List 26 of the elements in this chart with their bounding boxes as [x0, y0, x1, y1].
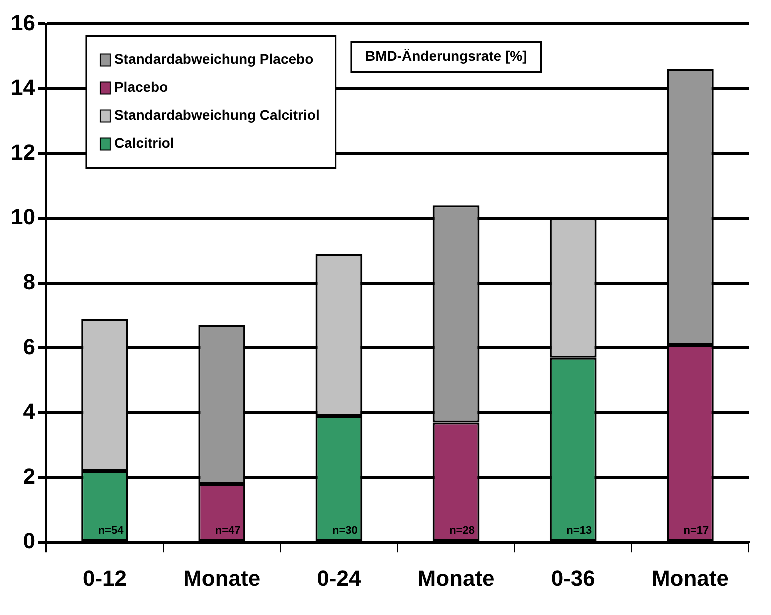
annotation: n=17 [684, 525, 710, 538]
x-tick-label: Monate [418, 566, 495, 591]
y-tick-label: 16 [10, 10, 36, 36]
annotation: n=28 [450, 525, 475, 538]
x-tick-label: 0-24 [317, 566, 362, 591]
y-tick-label: 2 [23, 464, 36, 489]
annotation: n=13 [566, 525, 592, 538]
annotation: n=30 [332, 525, 358, 538]
annotation: n=54 [98, 525, 125, 538]
x-tick-label: 0-36 [551, 566, 596, 591]
x-tick-label: 0-12 [82, 566, 128, 591]
y-tick-label: 8 [23, 269, 36, 294]
annotation: BMD-Änderungsrate [%] [365, 48, 528, 64]
y-tick-label: 4 [23, 399, 36, 424]
legend-label: Standardabweichung Placebo [114, 51, 314, 68]
y-tick-label: 14 [10, 75, 36, 100]
y-tick-label: 12 [10, 140, 36, 165]
annotation: n=47 [215, 525, 241, 538]
legend-label: Standardabweichung Calcitriol [114, 107, 320, 124]
y-tick-label: 10 [10, 204, 36, 230]
legend-label: Placebo [114, 79, 168, 96]
x-tick-label: Monate [184, 566, 261, 591]
y-tick-label: 0 [23, 528, 36, 554]
y-tick-label: 6 [23, 334, 36, 360]
x-tick-label: Monate [652, 566, 729, 591]
legend-label: Calcitriol [114, 135, 174, 152]
